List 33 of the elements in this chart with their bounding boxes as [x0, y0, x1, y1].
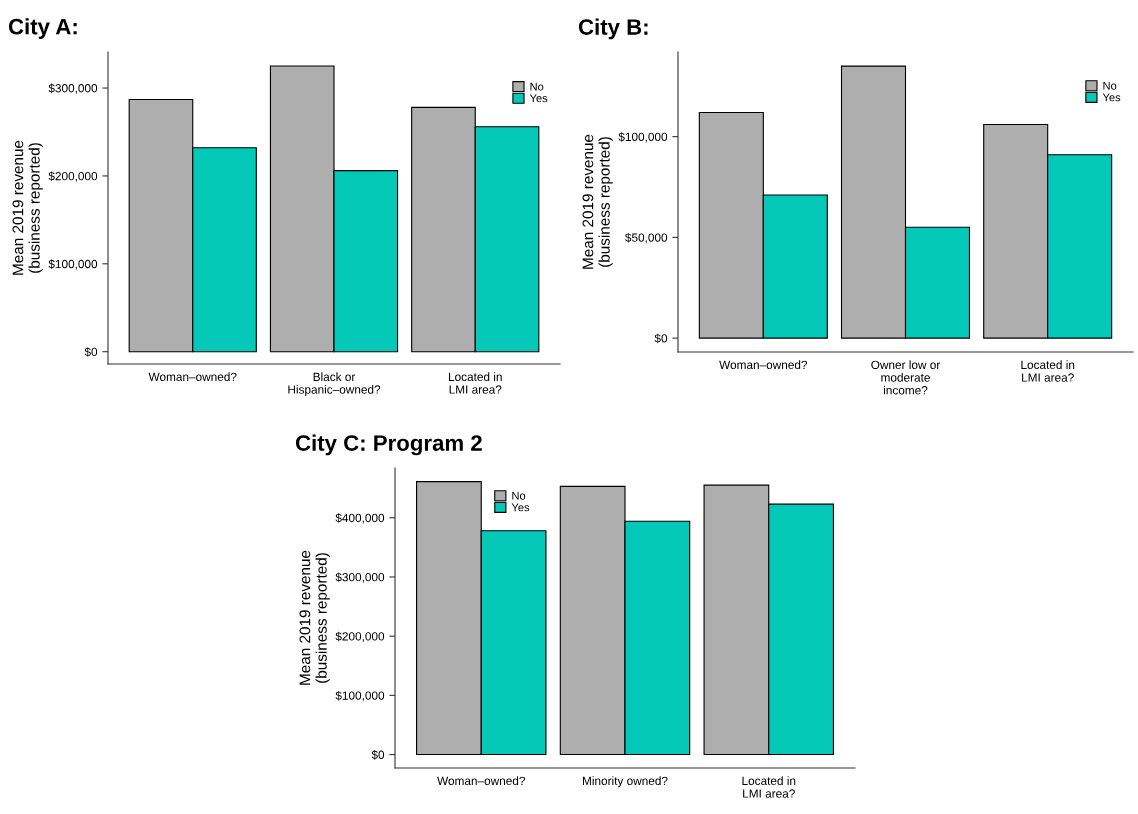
y-tick-label: $100,000 [48, 259, 98, 270]
y-tick-label: $200,000 [335, 631, 385, 642]
y-tick-label: $0 [84, 347, 98, 357]
y-axis-title: Mean 2019 revenue (business reported) [12, 140, 43, 275]
x-tick-label: Located in LMI area? [448, 372, 502, 394]
x-tick-label: Woman–owned? [719, 360, 808, 369]
y-tick-label: $200,000 [48, 171, 98, 182]
x-tick-label: Minority owned? [582, 776, 668, 788]
x-tick-label: Owner low or moderate income? [871, 360, 941, 395]
x-tick-label: Woman–owned? [148, 372, 237, 381]
x-tick-label: Located in LMI area? [1021, 360, 1075, 382]
chart-title: City A: [8, 18, 77, 39]
x-tick-label: Woman–owned? [437, 776, 526, 785]
y-tick-label: $50,000 [625, 232, 668, 244]
legend-label: No [530, 82, 544, 91]
x-tick-label: Located in LMI area? [742, 776, 796, 798]
x-tick-label: Black or Hispanic–owned? [288, 372, 381, 397]
chart-title: City C: Program 2 [295, 434, 482, 456]
chart-title: City B: [578, 18, 648, 40]
legend-label: Yes [529, 94, 548, 103]
y-axis-title: Mean 2019 revenue (business reported) [582, 134, 613, 269]
y-tick-label: $400,000 [335, 513, 385, 524]
y-tick-label: $100,000 [618, 132, 668, 143]
y-axis-title: Mean 2019 revenue (business reported) [299, 550, 330, 685]
legend-label: No [1103, 81, 1117, 90]
y-tick-label: $0 [371, 750, 385, 760]
y-tick-label: $100,000 [335, 690, 385, 702]
y-tick-label: $300,000 [48, 83, 98, 94]
y-tick-label: $0 [654, 333, 668, 344]
legend-label: Yes [511, 503, 530, 512]
legend-label: No [512, 491, 526, 500]
y-tick-label: $300,000 [335, 572, 385, 583]
legend-label: Yes [1102, 93, 1121, 102]
